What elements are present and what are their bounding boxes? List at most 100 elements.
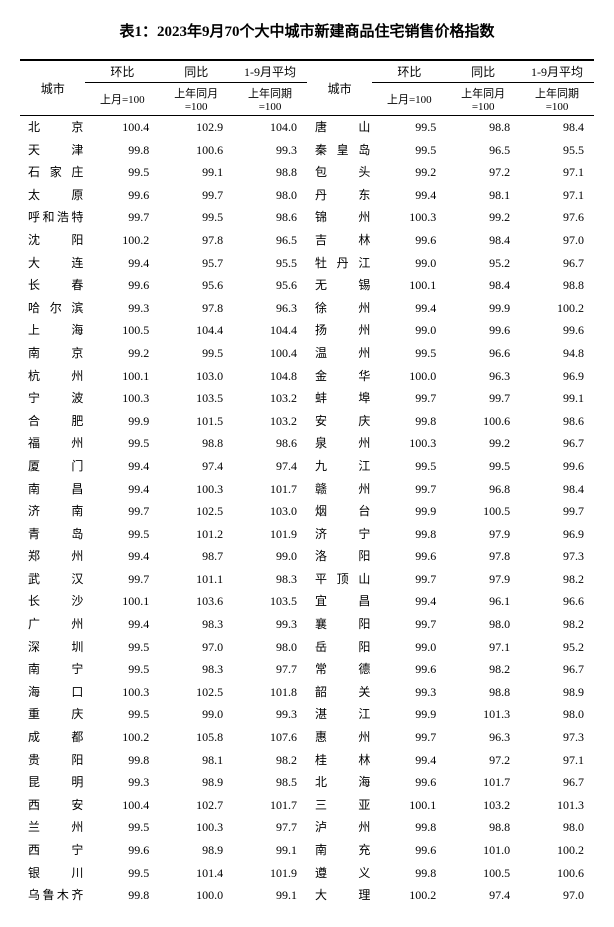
header-avg-right: 1-9月平均 (520, 60, 594, 83)
value-cell: 99.5 (446, 455, 520, 478)
value-cell: 97.1 (520, 749, 594, 772)
value-cell: 99.2 (446, 206, 520, 229)
table-row: 太 原99.699.798.0丹 东99.498.197.1 (20, 184, 594, 207)
city-cell: 大 连 (20, 252, 85, 275)
city-cell: 哈 尔 滨 (20, 297, 85, 320)
value-cell: 99.4 (372, 590, 446, 613)
value-cell: 99.3 (85, 297, 159, 320)
value-cell: 99.1 (233, 884, 307, 907)
value-cell: 96.7 (520, 432, 594, 455)
value-cell: 100.6 (446, 410, 520, 433)
table-row: 长 沙100.1103.6103.5宜 昌99.496.196.6 (20, 590, 594, 613)
table-row: 济 南99.7102.5103.0烟 台99.9100.599.7 (20, 500, 594, 523)
value-cell: 99.7 (372, 478, 446, 501)
value-cell: 98.3 (159, 658, 233, 681)
value-cell: 97.8 (446, 545, 520, 568)
value-cell: 100.5 (85, 319, 159, 342)
value-cell: 100.2 (85, 726, 159, 749)
value-cell: 102.7 (159, 794, 233, 817)
city-cell: 韶 关 (307, 681, 372, 704)
value-cell: 99.8 (372, 816, 446, 839)
city-cell: 泸 州 (307, 816, 372, 839)
value-cell: 102.5 (159, 681, 233, 704)
value-cell: 99.9 (85, 410, 159, 433)
value-cell: 96.3 (446, 365, 520, 388)
value-cell: 99.3 (233, 613, 307, 636)
value-cell: 99.8 (85, 884, 159, 907)
city-cell: 泉 州 (307, 432, 372, 455)
value-cell: 96.8 (446, 478, 520, 501)
value-cell: 99.6 (372, 229, 446, 252)
table-row: 西 安100.4102.7101.7三 亚100.1103.2101.3 (20, 794, 594, 817)
value-cell: 97.1 (446, 636, 520, 659)
value-cell: 99.1 (233, 839, 307, 862)
city-cell: 三 亚 (307, 794, 372, 817)
value-cell: 99.0 (159, 703, 233, 726)
value-cell: 105.8 (159, 726, 233, 749)
city-cell: 湛 江 (307, 703, 372, 726)
value-cell: 97.7 (233, 658, 307, 681)
value-cell: 97.4 (233, 455, 307, 478)
table-row: 昆 明99.398.998.5北 海99.6101.796.7 (20, 771, 594, 794)
value-cell: 99.6 (85, 184, 159, 207)
subheader-avg-left: 上年同期=100 (233, 83, 307, 116)
city-cell: 西 宁 (20, 839, 85, 862)
value-cell: 99.5 (85, 161, 159, 184)
value-cell: 98.0 (520, 816, 594, 839)
value-cell: 99.9 (446, 297, 520, 320)
value-cell: 98.6 (233, 432, 307, 455)
value-cell: 100.1 (372, 274, 446, 297)
value-cell: 99.4 (85, 478, 159, 501)
value-cell: 99.5 (85, 816, 159, 839)
value-cell: 98.8 (233, 161, 307, 184)
value-cell: 100.3 (159, 816, 233, 839)
city-cell: 济 宁 (307, 523, 372, 546)
value-cell: 103.5 (233, 590, 307, 613)
table-row: 哈 尔 滨99.397.896.3徐 州99.499.9100.2 (20, 297, 594, 320)
value-cell: 103.6 (159, 590, 233, 613)
city-cell: 北 海 (307, 771, 372, 794)
value-cell: 98.6 (233, 206, 307, 229)
city-cell: 唐 山 (307, 116, 372, 139)
value-cell: 97.2 (446, 749, 520, 772)
city-cell: 南 昌 (20, 478, 85, 501)
city-cell: 安 庆 (307, 410, 372, 433)
header-avg-left: 1-9月平均 (233, 60, 307, 83)
value-cell: 100.3 (159, 478, 233, 501)
value-cell: 101.4 (159, 862, 233, 885)
value-cell: 95.5 (520, 139, 594, 162)
value-cell: 98.4 (446, 229, 520, 252)
city-cell: 九 江 (307, 455, 372, 478)
value-cell: 96.7 (520, 771, 594, 794)
value-cell: 97.1 (520, 161, 594, 184)
value-cell: 97.8 (159, 229, 233, 252)
city-cell: 襄 阳 (307, 613, 372, 636)
value-cell: 99.5 (85, 523, 159, 546)
value-cell: 98.6 (520, 410, 594, 433)
value-cell: 100.1 (85, 365, 159, 388)
city-cell: 海 口 (20, 681, 85, 704)
value-cell: 100.3 (372, 206, 446, 229)
table-title: 表1：2023年9月70个大中城市新建商品住宅销售价格指数 (20, 20, 594, 41)
value-cell: 100.2 (372, 884, 446, 907)
value-cell: 98.3 (233, 568, 307, 591)
city-cell: 大 理 (307, 884, 372, 907)
city-cell: 锦 州 (307, 206, 372, 229)
value-cell: 99.6 (372, 545, 446, 568)
table-row: 海 口100.3102.5101.8韶 关99.398.898.9 (20, 681, 594, 704)
value-cell: 99.3 (233, 703, 307, 726)
city-cell: 包 头 (307, 161, 372, 184)
subheader-avg-right: 上年同期=100 (520, 83, 594, 116)
value-cell: 95.6 (233, 274, 307, 297)
city-cell: 温 州 (307, 342, 372, 365)
value-cell: 99.2 (446, 432, 520, 455)
table-row: 重 庆99.599.099.3湛 江99.9101.398.0 (20, 703, 594, 726)
value-cell: 99.8 (372, 862, 446, 885)
city-cell: 石 家 庄 (20, 161, 85, 184)
city-cell: 赣 州 (307, 478, 372, 501)
value-cell: 98.0 (233, 184, 307, 207)
value-cell: 97.1 (520, 184, 594, 207)
value-cell: 99.7 (446, 387, 520, 410)
city-cell: 乌鲁木齐 (20, 884, 85, 907)
value-cell: 99.5 (372, 139, 446, 162)
